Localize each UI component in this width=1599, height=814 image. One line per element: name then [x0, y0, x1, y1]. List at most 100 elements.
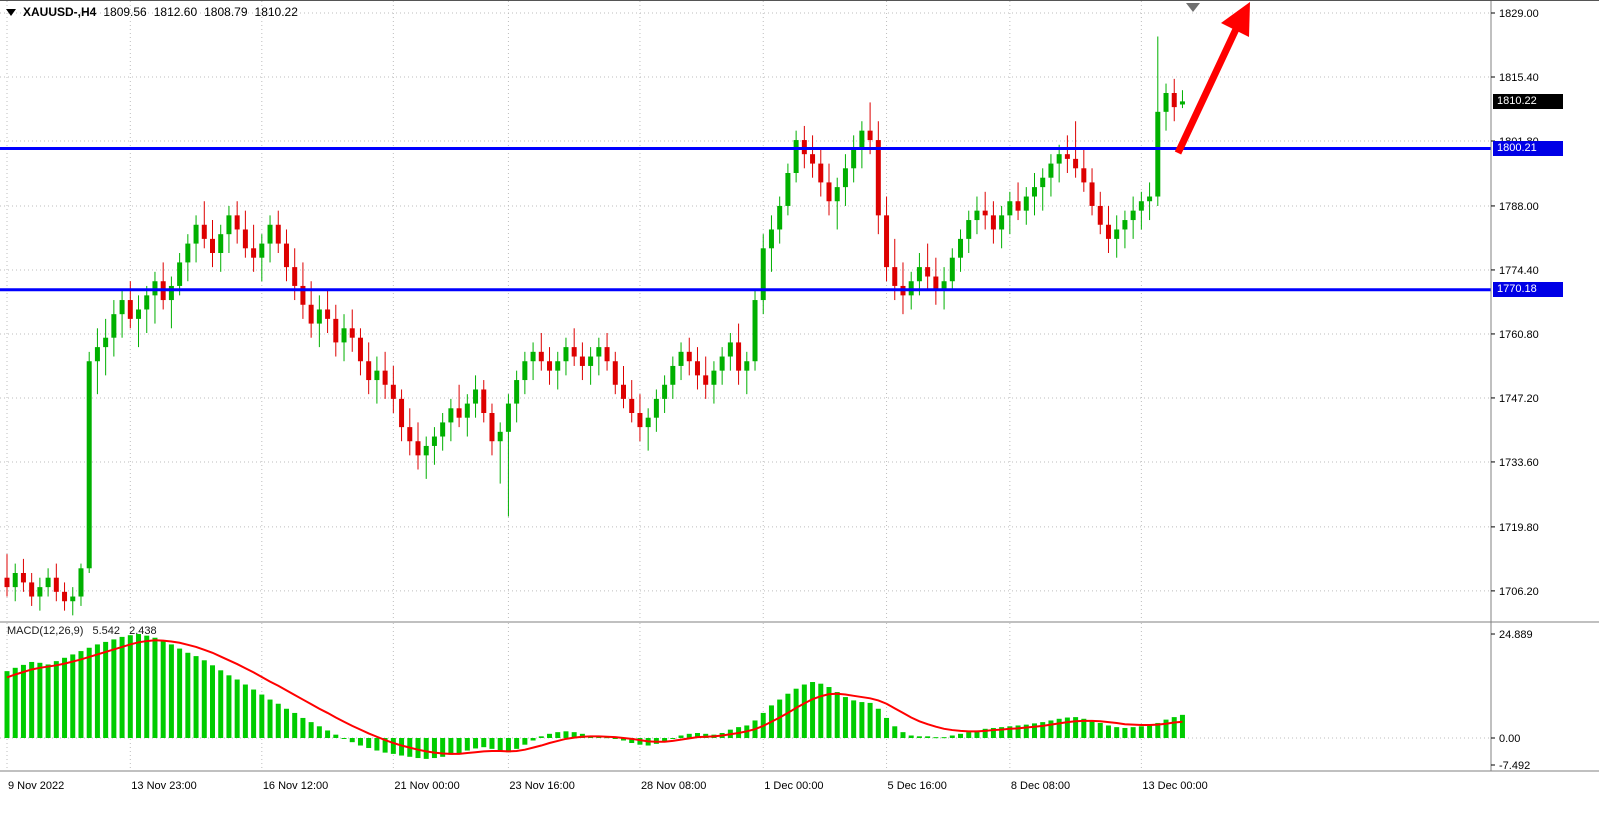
macd-histogram-bar — [974, 730, 980, 738]
candle-body — [810, 154, 816, 164]
macd-histogram-bar — [842, 697, 848, 738]
candle-body — [629, 398, 635, 413]
candle-body — [555, 361, 561, 371]
candle-body — [53, 577, 59, 592]
candle-body — [300, 285, 306, 305]
candle-body — [357, 337, 363, 362]
candle-body — [70, 596, 76, 602]
macd-histogram-bar — [292, 712, 298, 738]
macd-histogram-bar — [1032, 723, 1037, 738]
macd-indicator-label: MACD(12,26,9) 5.542 2.438 — [7, 625, 163, 637]
macd-histogram-bar — [29, 661, 35, 738]
price-tick-label: 1719.80 — [1499, 522, 1539, 534]
candle-body — [316, 309, 322, 324]
macd-histogram-bar — [851, 700, 857, 738]
macd-plot-area[interactable] — [0, 623, 1491, 769]
candle-body — [37, 587, 43, 597]
candle-body — [489, 412, 495, 442]
candle-body — [1138, 201, 1144, 211]
macd-histogram-bar — [1155, 722, 1161, 738]
macd-histogram-bar — [267, 699, 273, 738]
candle-body — [604, 347, 610, 362]
candle-body — [407, 427, 413, 442]
ohlc-low: 1808.79 — [204, 5, 248, 19]
price-tick-label: 1760.80 — [1499, 329, 1539, 341]
macd-histogram-bar — [571, 732, 577, 738]
macd-histogram-bar — [440, 738, 446, 757]
candle-body — [259, 243, 265, 258]
macd-histogram-bar — [1048, 720, 1054, 738]
candle-body — [990, 215, 996, 230]
macd-histogram-bar — [941, 737, 947, 739]
macd-histogram-bar — [1122, 727, 1128, 738]
macd-histogram-bar — [374, 738, 380, 751]
candle-body — [1097, 205, 1103, 225]
macd-histogram-bar — [547, 733, 553, 738]
macd-histogram-bar — [1105, 725, 1111, 738]
time-tick-label: 23 Nov 16:00 — [509, 780, 574, 792]
candle-body — [744, 361, 750, 371]
candle-body — [826, 182, 832, 202]
candle-body — [867, 130, 873, 141]
macd-histogram-bar — [423, 738, 429, 759]
macd-histogram-bar — [481, 738, 487, 748]
macd-histogram-bar — [670, 738, 676, 739]
candle-body — [374, 370, 380, 381]
candle-body — [448, 408, 454, 423]
macd-histogram-bar — [218, 670, 224, 738]
candle-body — [325, 309, 331, 319]
candle-body — [662, 384, 668, 399]
macd-histogram-bar — [958, 733, 964, 738]
macd-histogram-bar — [37, 662, 43, 738]
macd-name: MACD(12,26,9) — [7, 625, 84, 637]
macd-histogram-bar — [678, 735, 684, 738]
candle-body — [760, 248, 766, 301]
macd-histogram-bar — [251, 689, 257, 738]
candle-body — [4, 577, 10, 588]
candle-body — [999, 215, 1005, 230]
candle-body — [694, 361, 700, 376]
trend-arrow-head[interactable] — [1221, 2, 1250, 37]
macd-histogram-bar — [514, 738, 520, 749]
candle-body — [514, 380, 520, 404]
macd-histogram-bar — [826, 687, 832, 738]
trend-arrow-shaft[interactable] — [1174, 25, 1241, 155]
macd-histogram-bar — [892, 726, 898, 738]
macd-histogram-bar — [193, 656, 199, 738]
price-tick-label: 1774.40 — [1499, 265, 1539, 277]
candle-body — [1147, 196, 1153, 202]
candle-body — [1105, 224, 1111, 239]
candle-body — [1155, 111, 1161, 197]
time-tick-label: 21 Nov 00:00 — [394, 780, 459, 792]
candle-body — [1073, 158, 1079, 169]
macd-histogram-bar — [629, 738, 635, 744]
price-tick-label: 1733.60 — [1499, 457, 1539, 469]
candle-body — [382, 370, 388, 385]
candle-body — [908, 281, 914, 296]
candle-body — [1114, 229, 1120, 239]
macd-signal-line — [6, 639, 1183, 755]
candle-body — [226, 215, 232, 235]
macd-histogram-bar — [686, 733, 692, 738]
macd-histogram-bar — [177, 648, 183, 738]
candle-body — [473, 389, 479, 404]
candle-body — [884, 215, 890, 268]
macd-histogram-bar — [563, 731, 569, 738]
macd-histogram-bar — [859, 702, 865, 738]
macd-histogram-bar — [259, 694, 265, 738]
candle-body — [464, 403, 470, 418]
macd-histogram-bar — [62, 657, 68, 738]
time-tick-label: 8 Dec 08:00 — [1011, 780, 1070, 792]
candle-body — [547, 361, 553, 371]
candle-body — [29, 582, 35, 597]
macd-histogram-bar — [144, 635, 150, 738]
macd-histogram-bar — [694, 732, 700, 738]
candle-body — [111, 314, 117, 338]
candle-body — [933, 276, 939, 291]
candle-body — [45, 577, 51, 588]
macd-histogram-bar — [1114, 727, 1120, 738]
candle-body — [916, 267, 922, 282]
main-plot-area[interactable] — [0, 1, 1491, 621]
candle-body — [251, 248, 257, 258]
